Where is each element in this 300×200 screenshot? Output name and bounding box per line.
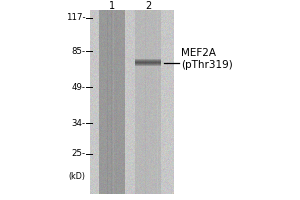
Text: 2: 2	[146, 1, 152, 11]
Text: 85-: 85-	[71, 46, 85, 55]
Text: 25-: 25-	[71, 150, 85, 158]
Text: (kD): (kD)	[68, 172, 86, 182]
Text: 34-: 34-	[71, 118, 85, 128]
Text: 1: 1	[110, 1, 116, 11]
Text: 117-: 117-	[66, 14, 86, 22]
Text: MEF2A
(pThr319): MEF2A (pThr319)	[182, 48, 233, 70]
Text: 49-: 49-	[71, 82, 85, 92]
